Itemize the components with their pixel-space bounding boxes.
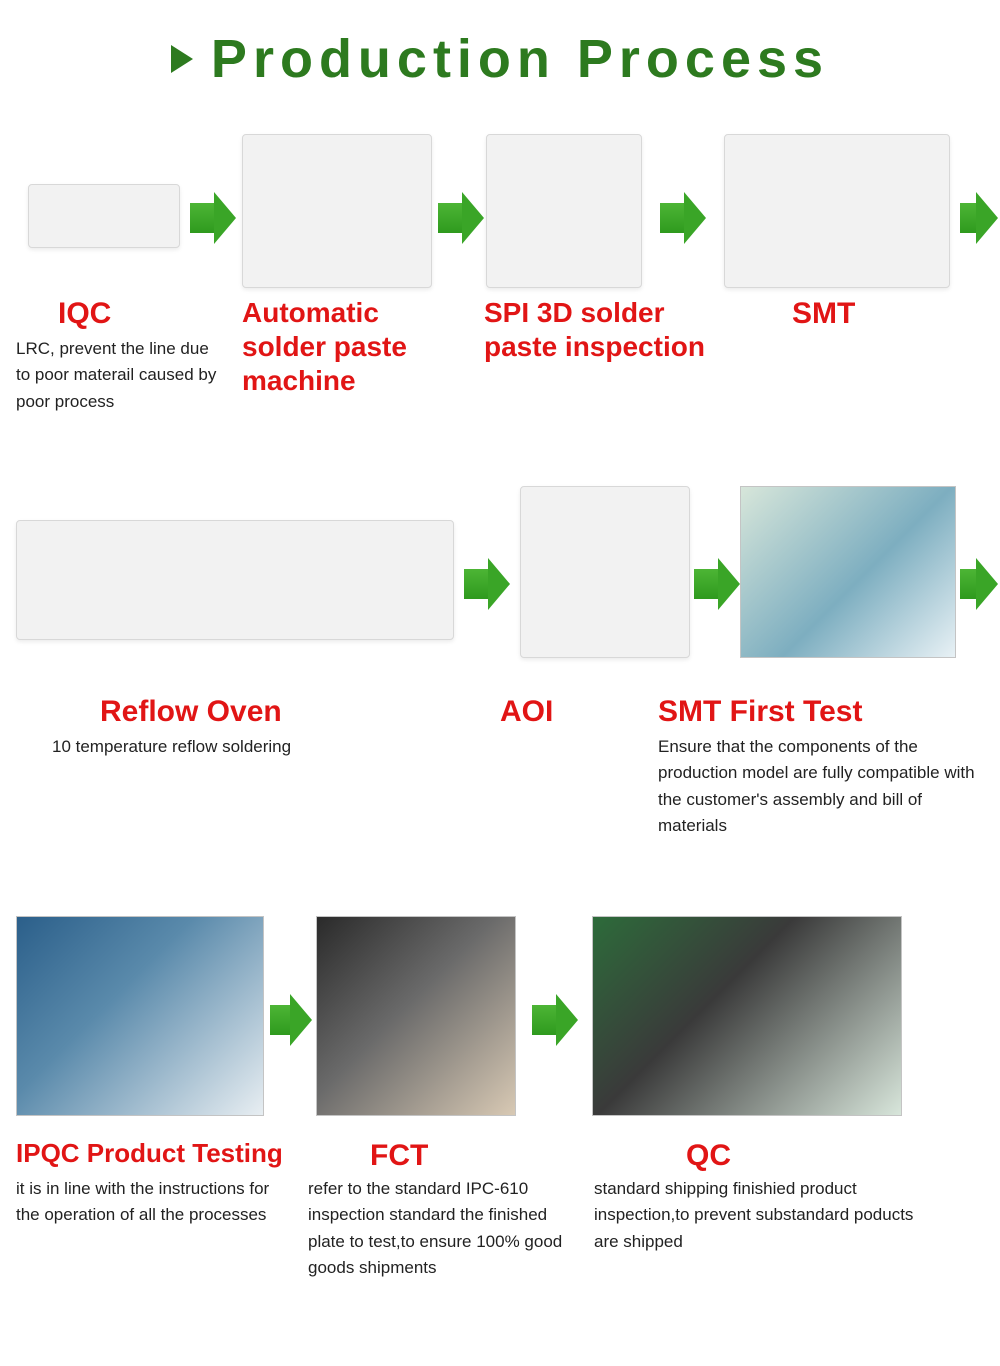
- qc-title: QC: [686, 1138, 731, 1175]
- arrow-icon: [960, 192, 998, 244]
- iqc-machine-image: [28, 184, 180, 248]
- smt-first-test-image: [740, 486, 956, 658]
- fct-title: FCT: [370, 1138, 428, 1175]
- page-title: Production Process: [211, 28, 829, 90]
- reflow-title: Reflow Oven: [100, 694, 282, 731]
- fct-desc: refer to the standard IPC-610 inspection…: [308, 1176, 578, 1281]
- arrow-icon: [532, 994, 578, 1046]
- spi-machine-image: [486, 134, 642, 288]
- reflow-oven-image: [16, 520, 454, 640]
- arrow-icon: [660, 192, 706, 244]
- smt-machine-image: [724, 134, 950, 288]
- ipqc-desc: it is in line with the instructions for …: [16, 1176, 296, 1229]
- aoi-machine-image: [520, 486, 690, 658]
- spi-title: SPI 3D solder paste inspection: [484, 296, 714, 364]
- aoi-title: AOI: [500, 694, 553, 731]
- page-title-wrap: Production Process: [0, 28, 1000, 90]
- ipqc-title: IPQC Product Testing: [16, 1138, 283, 1170]
- triangle-bullet-icon: [171, 45, 193, 73]
- production-process-diagram: Production Process IQC LRC, prevent the …: [0, 0, 1000, 1366]
- smt-title: SMT: [792, 296, 855, 333]
- qc-desc: standard shipping finishied product insp…: [594, 1176, 914, 1255]
- arrow-icon: [190, 192, 236, 244]
- iqc-title: IQC: [58, 296, 111, 333]
- qc-photo: [592, 916, 902, 1116]
- reflow-desc: 10 temperature reflow soldering: [52, 734, 412, 760]
- arrow-icon: [270, 994, 312, 1046]
- smt-first-desc: Ensure that the components of the produc…: [658, 734, 988, 839]
- iqc-desc: LRC, prevent the line due to poor matera…: [16, 336, 226, 415]
- arrow-icon: [694, 558, 740, 610]
- fct-photo: [316, 916, 516, 1116]
- solder-paste-machine-image: [242, 134, 432, 288]
- ipqc-photo: [16, 916, 264, 1116]
- smt-first-title: SMT First Test: [658, 694, 862, 731]
- arrow-icon: [464, 558, 510, 610]
- arrow-icon: [438, 192, 484, 244]
- arrow-icon: [960, 558, 998, 610]
- solder-paste-title: Automatic solder paste machine: [242, 296, 462, 398]
